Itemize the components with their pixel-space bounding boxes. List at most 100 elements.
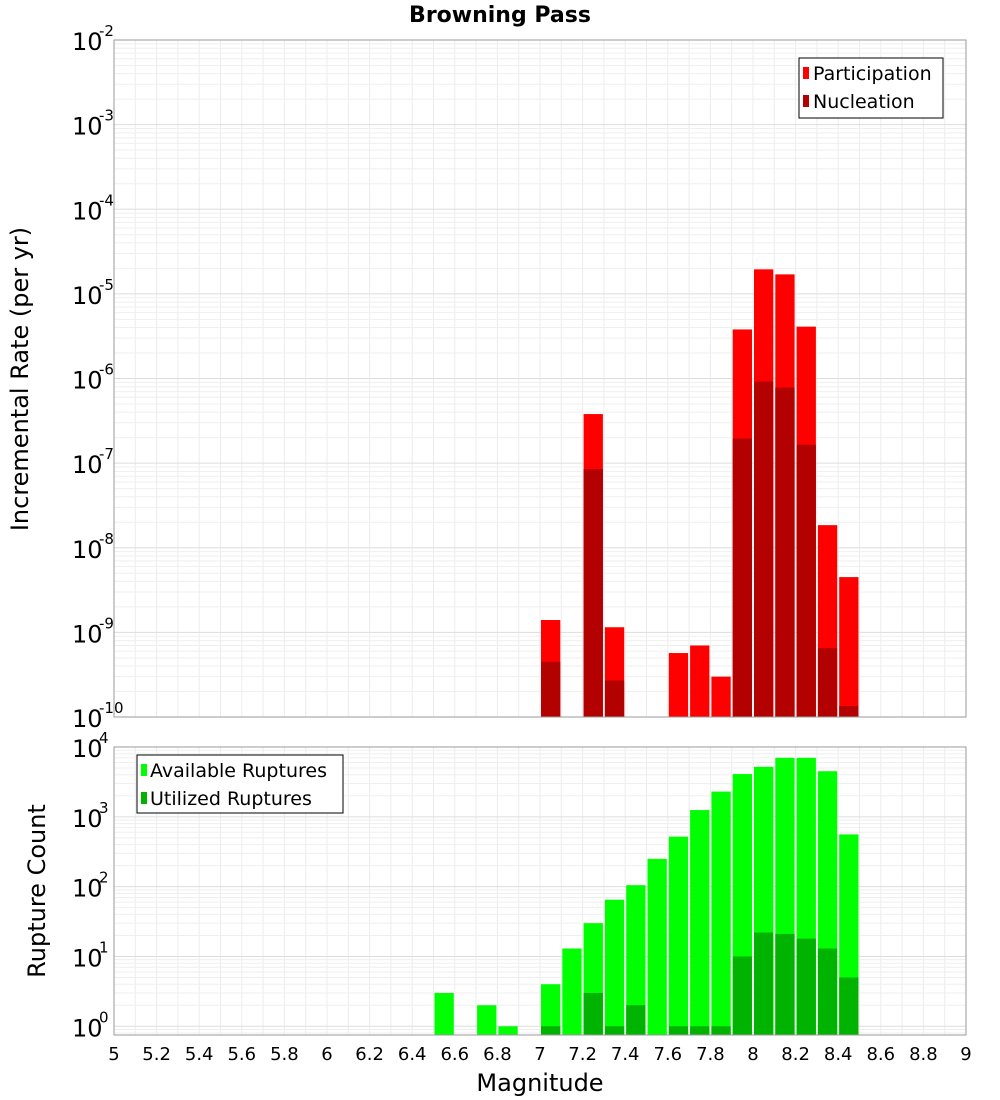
legend-swatch-participation <box>803 67 809 79</box>
legend-swatch-utilized-ruptures <box>141 792 147 804</box>
available-ruptures-bar <box>498 1026 518 1035</box>
x-tick-label: 6.8 <box>483 1044 512 1065</box>
utilized-ruptures-bar <box>839 977 859 1035</box>
chart-title: Browning Pass <box>409 3 591 28</box>
y-tick-label-exponent: 0 <box>99 1008 109 1026</box>
y-tick-label-base: 10 <box>72 875 103 903</box>
y-tick-label-exponent: -7 <box>99 445 114 463</box>
available-ruptures-bar <box>604 899 625 1035</box>
x-tick-label: 8.6 <box>866 1044 895 1065</box>
y-tick-label-exponent: -3 <box>99 107 114 125</box>
x-tick-label: 5 <box>108 1044 119 1065</box>
x-tick-label: 7 <box>534 1044 545 1065</box>
utilized-ruptures-bar <box>690 1026 710 1035</box>
nucleation-bar <box>817 648 838 717</box>
legend-label-utilized-ruptures: Utilized Ruptures <box>150 788 312 810</box>
x-tick-label: 7.4 <box>611 1044 640 1065</box>
legend-label-participation: Participation <box>813 63 932 85</box>
nucleation-bar <box>775 387 795 717</box>
available-ruptures-bar <box>434 992 454 1035</box>
y-tick-label-base: 10 <box>72 451 103 479</box>
x-tick-label: 7.6 <box>653 1044 682 1065</box>
top-y-axis-label: Incremental Rate (per yr) <box>6 227 34 531</box>
y-tick-label-base: 10 <box>72 282 103 310</box>
utilized-ruptures-bar <box>775 933 795 1035</box>
y-tick-label-exponent: -5 <box>99 276 114 294</box>
x-tick-label: 7.2 <box>568 1044 597 1065</box>
x-tick-label: 9 <box>960 1044 971 1065</box>
utilized-ruptures-bar <box>754 932 774 1035</box>
nucleation-bar <box>583 469 603 717</box>
y-tick-label-base: 10 <box>72 197 103 225</box>
legend-swatch-nucleation <box>803 95 809 107</box>
available-ruptures-bar <box>711 791 731 1035</box>
bottom-y-axis-label: Rupture Count <box>23 804 51 978</box>
y-tick-label-exponent: 2 <box>99 869 109 887</box>
legend-label-nucleation: Nucleation <box>813 91 915 113</box>
utilized-ruptures-bar <box>796 938 816 1035</box>
x-ticks: 5 5.2 5.4 5.6 5.8 6 6.2 6.4 6.6 6.8 7 7.2 7.4 7.6 7.8 8… <box>108 1044 971 1065</box>
legend-swatch-available-ruptures <box>141 764 147 776</box>
utilized-ruptures-bar <box>732 956 752 1035</box>
y-tick-label-exponent: 1 <box>99 938 109 956</box>
nucleation-bar <box>796 444 816 717</box>
x-tick-label: 6.4 <box>398 1044 427 1065</box>
utilized-ruptures-bar <box>668 1026 689 1035</box>
top-legend-box <box>798 57 944 119</box>
y-tick-label-base: 10 <box>72 367 103 395</box>
participation-bar <box>711 676 731 717</box>
x-axis-label: Magnitude <box>476 1069 603 1097</box>
bottom-legend-box <box>136 754 344 814</box>
available-ruptures-bar <box>626 885 646 1035</box>
x-tick-label: 5.4 <box>185 1044 214 1065</box>
bottom-legend: Available Ruptures Utilized Ruptures <box>136 754 344 814</box>
y-tick-label-base: 10 <box>72 805 103 833</box>
x-tick-label: 5.2 <box>142 1044 171 1065</box>
nucleation-bar <box>754 381 774 717</box>
x-tick-label: 6.2 <box>355 1044 384 1065</box>
utilized-ruptures-bar <box>817 948 838 1035</box>
utilized-ruptures-bar <box>711 1026 731 1035</box>
top-gridlines <box>113 39 967 718</box>
y-tick-label-exponent: -10 <box>99 699 124 717</box>
y-tick-label-exponent: -4 <box>99 191 114 209</box>
x-tick-label: 8.4 <box>824 1044 853 1065</box>
y-tick-label-base: 10 <box>72 944 103 972</box>
y-tick-label-exponent: -9 <box>99 614 114 632</box>
utilized-ruptures-bar <box>583 992 603 1035</box>
legend-label-available-ruptures: Available Ruptures <box>150 760 327 782</box>
available-ruptures-bar <box>562 948 582 1035</box>
x-tick-label: 6 <box>321 1044 332 1065</box>
y-tick-label-base: 10 <box>72 735 103 763</box>
y-tick-label-exponent: 4 <box>99 729 109 747</box>
top-bars <box>541 269 859 717</box>
y-tick-label-base: 10 <box>72 1014 103 1042</box>
participation-bar <box>668 653 689 717</box>
available-ruptures-bar <box>647 858 667 1035</box>
x-tick-label: 5.6 <box>227 1044 256 1065</box>
top-plot-frame <box>113 39 967 718</box>
available-ruptures-bar <box>477 1005 497 1035</box>
x-tick-label: 8 <box>747 1044 758 1065</box>
x-tick-label: 7.8 <box>696 1044 725 1065</box>
available-ruptures-bar <box>541 984 561 1035</box>
y-tick-label-exponent: 3 <box>99 799 109 817</box>
y-tick-label-exponent: -6 <box>99 361 114 379</box>
x-tick-label: 8.8 <box>909 1044 938 1065</box>
utilized-ruptures-bar <box>626 1005 646 1035</box>
utilized-ruptures-bar <box>604 1026 625 1035</box>
nucleation-bar <box>604 680 625 717</box>
y-tick-label-base: 10 <box>72 113 103 141</box>
available-ruptures-bar <box>690 810 710 1035</box>
nucleation-bar <box>839 705 859 717</box>
top-legend: Participation Nucleation <box>798 57 944 119</box>
y-tick-label-base: 10 <box>72 536 103 564</box>
utilized-ruptures-bar <box>541 1026 561 1035</box>
x-tick-label: 6.6 <box>440 1044 469 1065</box>
participation-bar <box>839 577 859 717</box>
nucleation-bar <box>732 438 752 717</box>
bottom-plot-frame <box>113 746 967 1036</box>
